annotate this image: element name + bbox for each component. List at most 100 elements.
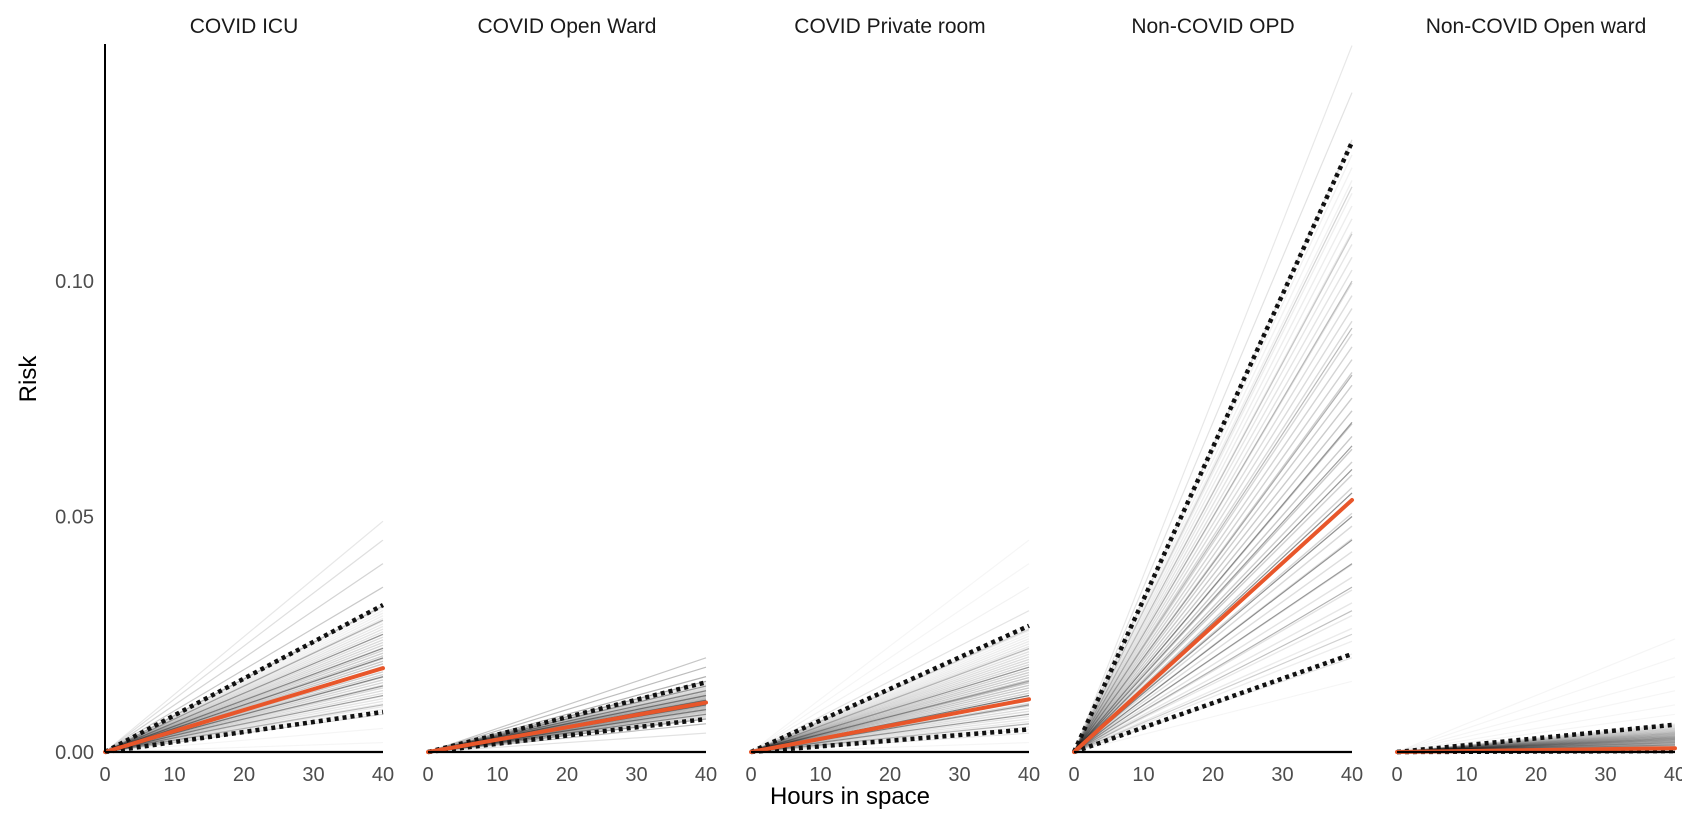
x-tick-label: 20	[879, 764, 901, 786]
simulation-line	[750, 645, 1030, 753]
simulation-line	[1396, 638, 1676, 753]
y-tick-label: 0.10	[55, 271, 94, 293]
simulation-line	[750, 676, 1030, 753]
panel-title: Non-COVID Open ward	[1426, 15, 1647, 38]
upper-bound-line	[750, 623, 1030, 755]
simulation-line	[104, 644, 384, 753]
simulation-line	[750, 713, 1030, 753]
x-tick-label: 30	[1594, 764, 1616, 786]
panel-title: COVID ICU	[190, 15, 299, 38]
simulation-line	[427, 685, 707, 753]
simulation-line	[1396, 732, 1676, 753]
x-tick-label: 0	[745, 764, 756, 786]
simulation-line	[1073, 602, 1353, 753]
simulation-line	[104, 704, 384, 753]
x-tick-label: 0	[422, 764, 433, 786]
simulation-line	[1396, 704, 1676, 753]
median-line	[749, 697, 1031, 754]
simulation-line	[104, 687, 384, 753]
simulation-line	[104, 727, 384, 753]
panel-title: COVID Open Ward	[478, 15, 657, 38]
simulation-line	[1073, 397, 1353, 753]
simulation-line	[1073, 359, 1353, 753]
y-axis-title: Risk	[15, 355, 42, 403]
simulation-line	[1073, 421, 1353, 753]
simulation-line	[1073, 372, 1353, 753]
simulation-line	[1396, 728, 1676, 753]
simulation-line	[104, 623, 384, 753]
simulation-line	[104, 694, 384, 753]
simulation-line	[104, 681, 384, 753]
panel-title: Non-COVID OPD	[1131, 15, 1294, 38]
simulation-line	[750, 648, 1030, 753]
simulation-line	[1073, 627, 1353, 753]
y-axis: 0.00 0.05 0.10	[55, 44, 106, 764]
simulation-line	[104, 703, 384, 753]
simulation-line	[1073, 374, 1353, 753]
simulation-line	[750, 669, 1030, 753]
x-tick-label: 20	[556, 764, 578, 786]
simulation-line	[1073, 92, 1353, 753]
simulation-line	[104, 741, 384, 753]
simulation-line	[104, 639, 384, 753]
simulation-lines	[104, 520, 384, 753]
simulation-line	[1396, 732, 1676, 753]
simulation-line	[427, 676, 707, 753]
x-tick-label: 40	[372, 764, 394, 786]
simulation-line	[750, 723, 1030, 753]
x-tick-label: 20	[233, 764, 255, 786]
simulation-line	[750, 741, 1030, 753]
simulation-line	[1073, 551, 1353, 753]
simulation-line	[104, 649, 384, 753]
upper-bound-line	[1396, 722, 1676, 755]
simulation-line	[1073, 231, 1353, 753]
simulation-line	[750, 656, 1030, 753]
x-axis-title: Hours in space	[770, 783, 930, 810]
simulation-line	[1073, 461, 1353, 753]
simulation-line	[750, 723, 1030, 753]
simulation-line	[750, 682, 1030, 753]
simulation-line	[427, 714, 707, 753]
simulation-line	[750, 666, 1030, 753]
simulation-line	[427, 684, 707, 753]
x-tick-label: 30	[625, 764, 647, 786]
x-tick-label: 40	[695, 764, 717, 786]
simulation-line	[1073, 280, 1353, 753]
simulation-line	[104, 641, 384, 753]
simulation-line	[104, 647, 384, 753]
simulation-line	[104, 692, 384, 753]
simulation-line	[1073, 610, 1353, 753]
median-line	[103, 666, 385, 754]
simulation-line	[750, 671, 1030, 753]
simulation-line	[1073, 576, 1353, 753]
median-line	[426, 700, 708, 754]
simulation-line	[427, 681, 707, 753]
simulation-line	[104, 620, 384, 753]
x-tick-label: 30	[1271, 764, 1293, 786]
simulation-line	[1396, 733, 1676, 753]
simulation-line	[1073, 282, 1353, 753]
simulation-line	[1396, 729, 1676, 753]
simulation-line	[1073, 244, 1353, 753]
lower-bound-line	[104, 709, 384, 755]
simulation-line	[104, 586, 384, 753]
simulation-line	[750, 651, 1030, 753]
panel-title: COVID Private room	[794, 15, 985, 38]
simulation-line	[1073, 192, 1353, 753]
y-tick-label: 0.00	[55, 742, 94, 764]
simulation-line	[1396, 734, 1676, 753]
simulation-line	[104, 689, 384, 753]
simulation-line	[104, 685, 384, 753]
simulation-line	[104, 631, 384, 753]
x-tick-label: 10	[1455, 764, 1477, 786]
simulation-line	[1073, 154, 1353, 753]
simulation-line	[1073, 448, 1353, 753]
simulation-line	[427, 657, 707, 753]
panel: Non-COVID OPD 0 10 20 30 40	[1068, 15, 1363, 786]
simulation-line	[750, 658, 1030, 753]
simulation-line	[427, 686, 707, 753]
simulation-line	[427, 683, 707, 753]
simulation-lines	[1396, 638, 1676, 753]
x-tick-label: 40	[1341, 764, 1363, 786]
simulation-line	[1396, 731, 1676, 753]
